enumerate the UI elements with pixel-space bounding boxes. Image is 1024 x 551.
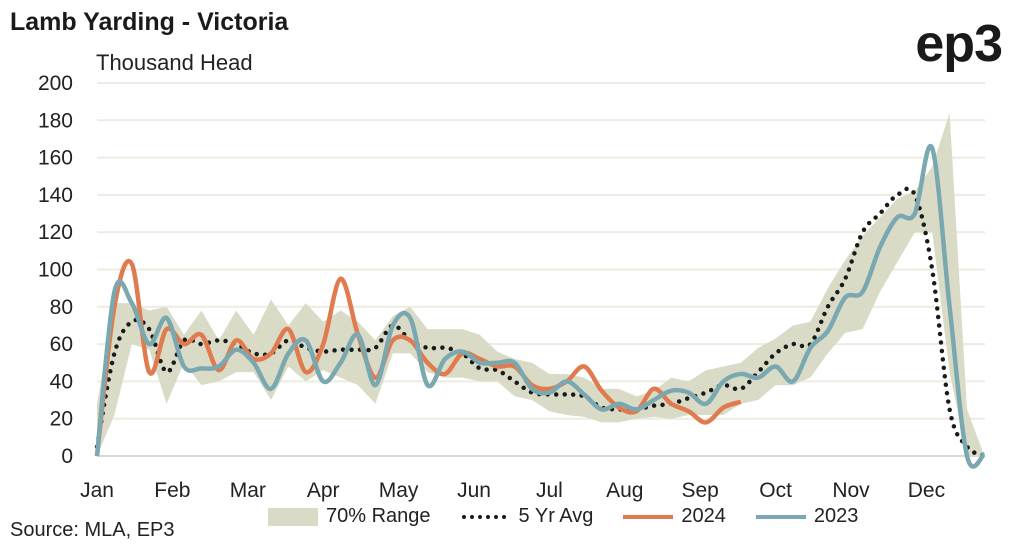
source-note: Source: MLA, EP3 xyxy=(10,519,175,541)
chart-title: Lamb Yarding - Victoria xyxy=(10,8,289,36)
y-tick-label: 20 xyxy=(50,408,73,431)
x-tick-label: Apr xyxy=(307,479,340,502)
x-tick-label: Jun xyxy=(457,479,491,502)
legend-label-2023: 2023 xyxy=(813,505,859,527)
legend-label-range: 70% Range xyxy=(326,505,431,527)
x-tick-label: Dec xyxy=(908,479,945,502)
line-2024 xyxy=(94,258,742,457)
y-tick-label: 60 xyxy=(50,333,73,356)
x-tick-label: May xyxy=(379,479,419,502)
legend-item-avg: 5 Yr Avg xyxy=(461,505,594,528)
line-2023 xyxy=(94,143,986,469)
y-tick-label: 160 xyxy=(38,147,73,170)
x-tick-label: Feb xyxy=(154,479,190,502)
x-tick-label: Oct xyxy=(759,479,792,502)
y-tick-label: 200 xyxy=(38,72,73,95)
y-axis-label: Thousand Head xyxy=(96,50,253,75)
legend-item-range: 70% Range xyxy=(268,505,431,528)
legend-label-2024: 2024 xyxy=(681,505,726,527)
y-tick-label: 120 xyxy=(38,221,73,244)
y-tick-label: 100 xyxy=(38,259,73,282)
y-tick-label: 40 xyxy=(50,370,73,393)
range-band xyxy=(97,112,985,456)
legend: 70% Range 5 Yr Avg 2024 2023 xyxy=(268,505,888,528)
legend-item-2023: 2023 xyxy=(755,505,859,528)
x-tick-label: Jul xyxy=(536,479,563,502)
x-tick-label: Jan xyxy=(80,479,114,502)
y-tick-label: 0 xyxy=(61,445,73,468)
x-tick-label: Nov xyxy=(832,479,870,502)
2024-swatch xyxy=(623,514,674,519)
x-tick-label: Aug xyxy=(606,479,643,502)
range-swatch xyxy=(268,507,318,526)
legend-label-avg: 5 Yr Avg xyxy=(518,505,594,527)
y-tick-label: 140 xyxy=(38,184,73,207)
y-tick-label: 80 xyxy=(50,296,73,319)
avg-swatch xyxy=(461,514,511,519)
2023-swatch xyxy=(755,514,806,519)
legend-item-2024: 2024 xyxy=(623,505,726,528)
ep3-logo: ep3 xyxy=(915,15,1003,73)
x-tick-label: Sep xyxy=(682,479,719,502)
x-tick-label: Mar xyxy=(230,479,266,502)
y-tick-label: 180 xyxy=(38,109,73,132)
